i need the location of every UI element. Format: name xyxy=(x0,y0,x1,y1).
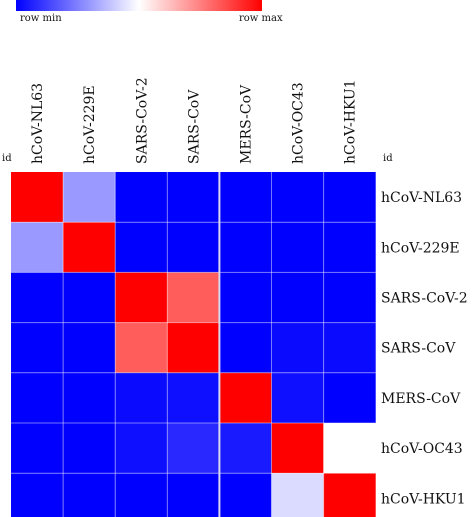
heatmap-cell xyxy=(271,172,324,223)
heatmap-cell xyxy=(219,473,272,517)
heatmap-cell xyxy=(219,322,272,373)
row-label: hCoV-OC43 xyxy=(381,441,463,457)
heatmap-cell xyxy=(115,172,168,223)
row-label: hCoV-HKU1 xyxy=(381,491,466,507)
heatmap-cell xyxy=(11,222,64,273)
heatmap-cell xyxy=(271,322,324,373)
heatmap-cell xyxy=(271,222,324,273)
column-label: hCoV-OC43 xyxy=(291,82,307,164)
heatmap-cell xyxy=(271,272,324,323)
row-id-header-left: id xyxy=(2,153,12,164)
heatmap-cell xyxy=(167,322,220,373)
heatmap-cell xyxy=(323,372,376,423)
heatmap-cell xyxy=(63,473,116,517)
heatmap-cell xyxy=(167,423,220,474)
heatmap-cell xyxy=(271,372,324,423)
column-label: hCoV-NL63 xyxy=(30,83,46,164)
heatmap-cell xyxy=(219,222,272,273)
column-label: hCoV-229E xyxy=(82,85,98,164)
heatmap-cell xyxy=(323,322,376,373)
heatmap-cell xyxy=(219,423,272,474)
heatmap-cell xyxy=(323,423,376,474)
heatmap-cell xyxy=(271,473,324,517)
heatmap-cell xyxy=(115,372,168,423)
heatmap-cell xyxy=(167,473,220,517)
row-label: MERS-CoV xyxy=(381,391,461,407)
heatmap-cell xyxy=(63,322,116,373)
column-label: MERS-CoV xyxy=(238,84,254,164)
row-label: hCoV-NL63 xyxy=(381,190,462,206)
heatmap-cell xyxy=(271,423,324,474)
heatmap-cell xyxy=(115,272,168,323)
heatmap-cell xyxy=(11,172,64,223)
heatmap-cell xyxy=(11,423,64,474)
heatmap-cell xyxy=(11,272,64,323)
heatmap-cell xyxy=(63,423,116,474)
color-scale-legend-bar xyxy=(16,0,262,11)
heatmap-cell xyxy=(167,372,220,423)
heatmap-cell xyxy=(11,473,64,517)
legend-min-label: row min xyxy=(20,13,62,24)
column-label: hCoV-HKU1 xyxy=(343,79,359,164)
heatmap-cell xyxy=(219,172,272,223)
heatmap-cell xyxy=(323,473,376,517)
heatmap-cell xyxy=(219,272,272,323)
column-label: SARS-CoV xyxy=(186,89,202,164)
heatmap-cell xyxy=(167,272,220,323)
row-label: hCoV-229E xyxy=(381,240,460,256)
heatmap-cell xyxy=(219,372,272,423)
heatmap-cell xyxy=(63,372,116,423)
heatmap-cell xyxy=(115,423,168,474)
heatmap-cell xyxy=(323,222,376,273)
column-label: SARS-CoV-2 xyxy=(134,77,150,164)
heatmap-cell xyxy=(167,222,220,273)
heatmap-cell xyxy=(11,322,64,373)
heatmap-cell xyxy=(323,172,376,223)
heatmap-cell xyxy=(115,322,168,373)
heatmap-cell xyxy=(167,172,220,223)
heatmap-cell xyxy=(63,172,116,223)
heatmap-cell xyxy=(11,372,64,423)
heatmap-cell xyxy=(63,222,116,273)
row-id-header-right: id xyxy=(383,153,393,164)
heatmap-cell xyxy=(63,272,116,323)
heatmap-cell xyxy=(115,473,168,517)
row-label: SARS-CoV-2 xyxy=(381,291,468,307)
legend-max-label: row max xyxy=(239,13,283,24)
heatmap-cell xyxy=(323,272,376,323)
row-label: SARS-CoV xyxy=(381,341,456,357)
heatmap-cell xyxy=(115,222,168,273)
